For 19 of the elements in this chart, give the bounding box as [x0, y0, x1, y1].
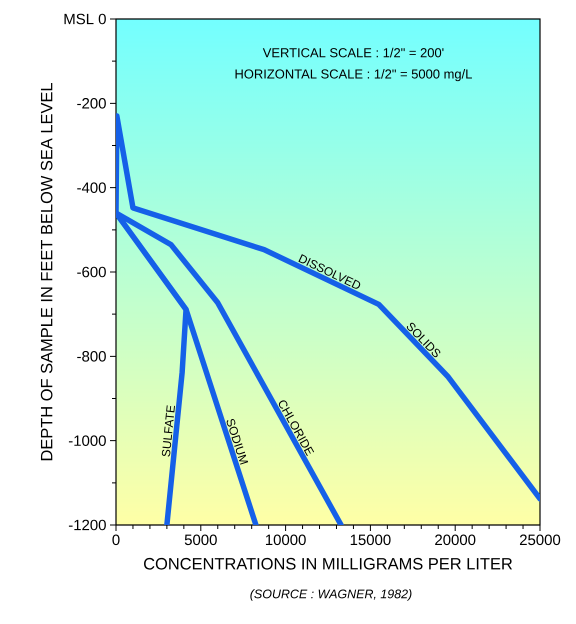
annotation: HORIZONTAL SCALE : 1/2" = 5000 mg/L: [236, 69, 472, 82]
x-tick-label: 15000: [350, 534, 391, 546]
y-tick-label: MSL 0: [64, 14, 106, 24]
y-tick-label: -600: [77, 266, 106, 278]
x-tick-label: 5000: [184, 534, 217, 546]
x-axis-title: CONCENTRATIONS IN MILLIGRAMS PER LITER: [144, 558, 512, 570]
annotation: VERTICAL SCALE : 1/2" = 200': [262, 48, 444, 58]
annotation: SULFATE: [162, 405, 175, 457]
y-tick-label: -800: [77, 351, 106, 362]
x-tick-label: 0: [112, 534, 120, 546]
y-tick-label: -1000: [68, 435, 106, 446]
y-tick-label: -1200: [68, 520, 106, 530]
y-tick-label: -200: [77, 98, 106, 109]
x-tick-label: 10000: [266, 534, 306, 546]
x-tick-label: 20000: [435, 534, 476, 546]
x-tick-label: 25000: [520, 534, 560, 546]
text: (SOURCE : WAGNER, 1982): [250, 589, 412, 601]
y-tick-label: -400: [77, 182, 106, 193]
y-axis-title: DEPTH OF SAMPLE IN FEET BELOW SEA LEVEL: [40, 83, 52, 460]
